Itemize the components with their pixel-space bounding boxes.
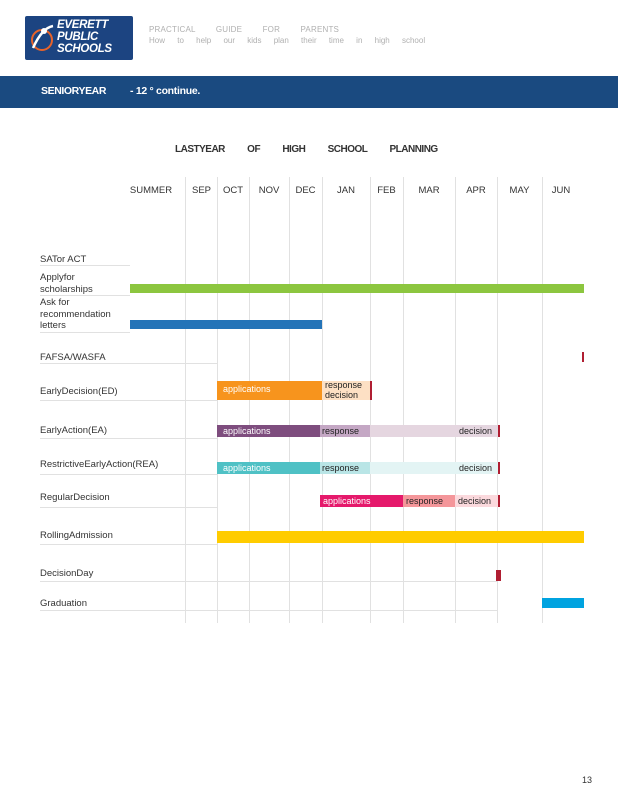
logo-text: EVERETT PUBLIC SCHOOLS — [57, 19, 112, 55]
row-label-early-decision: EarlyDecision(ED) — [40, 386, 118, 397]
grid-line — [497, 177, 498, 623]
grid-line — [403, 177, 404, 623]
rd-decision-marker — [498, 495, 500, 507]
banner-title: SENIORYEAR — [41, 85, 107, 97]
row-divider — [40, 332, 130, 333]
grid-line — [289, 177, 290, 623]
decision-day-marker — [496, 570, 501, 581]
month-label-nov: NOV — [258, 185, 280, 196]
month-label-sep: SEP — [191, 185, 211, 196]
ea-applications-segment: applications — [217, 425, 320, 437]
ed-applications-segment: applications — [217, 381, 322, 400]
row-label-decision-day: DecisionDay — [40, 568, 94, 579]
row-divider — [40, 438, 218, 439]
rea-response-segment: response — [320, 462, 370, 474]
school-logo: EVERETT PUBLIC SCHOOLS — [25, 16, 133, 60]
rolling-admission-bar — [217, 531, 584, 543]
row-label-graduation: Graduation — [40, 598, 88, 609]
recommendation-bar — [130, 320, 322, 329]
fafsa-marker — [582, 352, 584, 362]
grid-line — [322, 177, 323, 623]
row-label-recommendation: Ask for recommendation letters — [40, 297, 111, 331]
month-label-mar: MAR — [418, 185, 440, 196]
row-divider — [40, 544, 218, 545]
row-label-fafsa: FAFSA/WASFA — [40, 352, 106, 363]
row-label-early-action: EarlyAction(EA) — [40, 425, 108, 436]
grid-line — [370, 177, 371, 623]
grid-line — [542, 177, 543, 623]
row-label-rolling-admission: RollingAdmission — [40, 530, 113, 541]
ea-response-segment: response — [320, 425, 370, 437]
row-divider — [40, 363, 218, 364]
month-label-jan: JAN — [337, 185, 355, 196]
rd-applications-segment: applications — [320, 495, 403, 507]
month-label-dec: DEC — [295, 185, 316, 196]
month-label-oct: OCT — [222, 185, 244, 196]
row-divider — [40, 507, 218, 508]
page-number: 13 — [582, 775, 593, 785]
row-divider — [40, 474, 218, 475]
guide-subtitle: How to help our kids plan their time in … — [149, 36, 426, 45]
rea-applications-segment: applications — [217, 462, 320, 474]
ed-response-decision-segment: response decision — [322, 380, 370, 400]
scholarships-bar — [130, 284, 584, 293]
row-divider — [40, 295, 130, 296]
swoosh-icon — [31, 24, 54, 51]
graduation-bar — [542, 598, 584, 608]
month-label-apr: APR — [466, 185, 486, 196]
month-label-summer: SUMMER — [129, 185, 173, 196]
month-label-may: MAY — [509, 185, 530, 196]
row-label-scholarships: Applyfor scholarships — [40, 272, 93, 295]
row-label-restrictive-early-action: RestrictiveEarlyAction(REA) — [40, 459, 159, 470]
ed-response-label: response — [325, 380, 363, 390]
row-divider — [40, 581, 498, 582]
row-label-sat-act: SATor ACT — [40, 254, 87, 265]
rea-decision-segment: decision — [370, 462, 498, 474]
ea-decision-segment: decision — [370, 425, 498, 437]
guide-title: PRACTICAL GUIDE FOR PARENTS — [149, 25, 340, 34]
row-divider — [40, 400, 218, 401]
grid-line — [455, 177, 456, 623]
banner-continue: - 12 ° continue. — [130, 85, 200, 97]
section-banner: SENIORYEAR - 12 ° continue. — [0, 76, 618, 108]
guide-header: PRACTICAL GUIDE FOR PARENTS How to help … — [149, 24, 425, 46]
rd-decision-segment: decision — [455, 495, 498, 507]
row-divider — [40, 265, 130, 266]
rd-response-segment: response — [403, 495, 455, 507]
rea-decision-marker — [498, 462, 500, 474]
month-label-feb: FEB — [377, 185, 396, 196]
month-label-jun: JUN — [551, 185, 571, 196]
row-label-regular-decision: RegularDecision — [40, 492, 110, 503]
ed-decision-label: decision — [325, 389, 359, 400]
ed-decision-marker — [370, 381, 372, 400]
chart-title: LASTYEAR OF HIGH SCHOOL PLANNING — [175, 144, 438, 155]
grid-line — [249, 177, 250, 623]
ea-decision-marker — [498, 425, 500, 437]
row-divider — [40, 610, 498, 611]
